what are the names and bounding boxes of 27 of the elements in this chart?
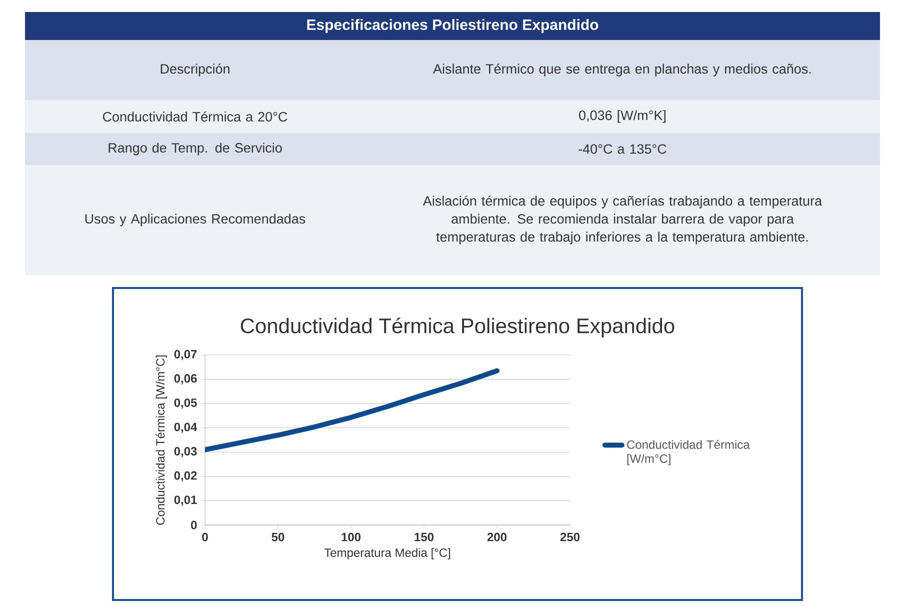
x-tick-label: 250	[560, 532, 580, 542]
legend-label: Conductividad Térmica [W/m°C]	[627, 440, 750, 466]
y-tick-label: 0	[191, 520, 197, 530]
y-tick-label: 0,04	[174, 422, 198, 433]
text: Aislación térmica de equipos y cañerías trabajando a temperatura ambiente. Se recomienda instalar barrera de vapor para temperaturas de trabajo inferiores a la temperatura ambiente.	[422, 196, 822, 244]
y-tick-label: 0,02	[174, 471, 197, 482]
y-tick-label: 0,05	[174, 398, 197, 409]
text: Usos y Aplicaciones Recomendadas	[85, 214, 306, 226]
x-tick-label: 50	[272, 532, 284, 542]
text: Aislante Térmico que se entrega en planchas y medios caños.	[433, 64, 811, 76]
x-axis-title: Temperatura Media [°C]	[324, 548, 450, 560]
text: 0,036 [W/m°K]	[579, 110, 666, 123]
text: -40°C a 135°C	[578, 144, 666, 154]
x-tick-label: 0	[202, 532, 208, 542]
y-axis-title: Conductividad Térmica [W/m°C]	[156, 355, 167, 525]
x-tick-label: 100	[342, 532, 361, 542]
x-tick-label: 150	[414, 532, 434, 542]
y-tick-label: 0,06	[174, 374, 197, 384]
text: Descripción	[160, 64, 230, 76]
y-tick-label: 0,07	[174, 350, 197, 360]
chart-title: Conductividad Térmica Poliestireno Expandido	[240, 318, 674, 338]
text: Especificaciones Poliestireno Expandido	[307, 19, 598, 33]
x-tick-label: 200	[487, 532, 507, 542]
text: Conductividad Térmica a 20°C	[102, 111, 288, 122]
y-tick-label: 0,03	[174, 447, 197, 458]
y-tick-label: 0,01	[174, 496, 197, 506]
text: Rango de Temp. de Servicio	[108, 142, 282, 156]
